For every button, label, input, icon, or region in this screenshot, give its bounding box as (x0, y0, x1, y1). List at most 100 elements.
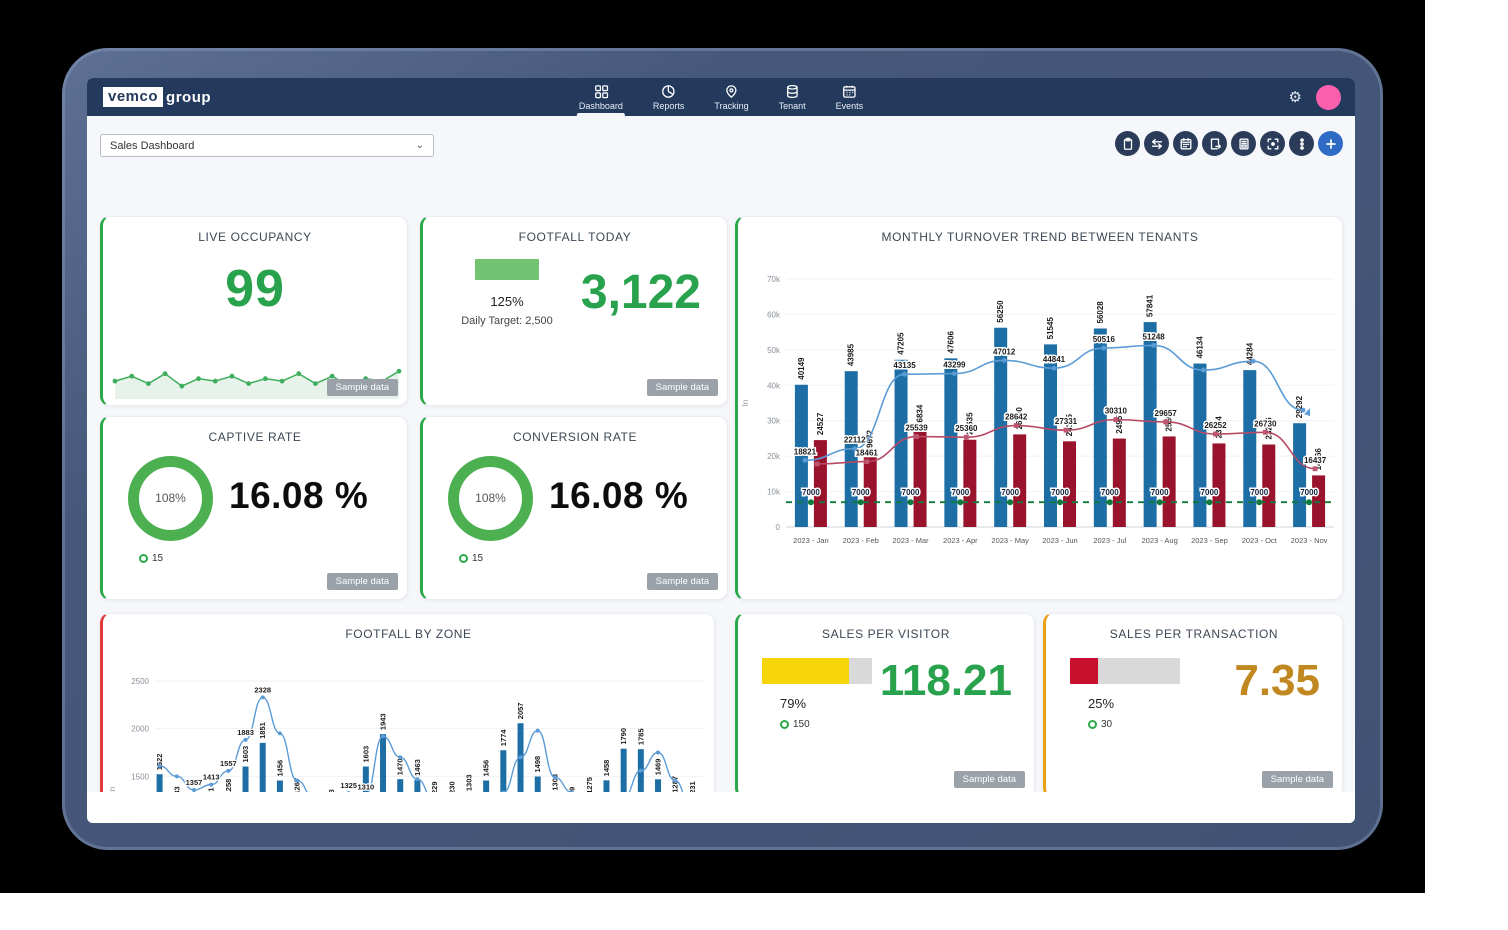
nav-item-dashboard[interactable]: Dashboard (571, 78, 631, 116)
svg-text:2023 - Feb: 2023 - Feb (843, 536, 879, 545)
svg-text:50k: 50k (767, 346, 781, 355)
transaction-progress-bar (1070, 658, 1180, 684)
svg-text:1310: 1310 (358, 782, 375, 791)
svg-text:1790: 1790 (619, 728, 628, 745)
visitor-progress-bar (762, 658, 872, 684)
sample-data-badge: Sample data (953, 771, 1025, 788)
svg-text:7000: 7000 (1300, 488, 1318, 497)
device-frame: vemco group Dashboard Reports Tracking (62, 48, 1383, 850)
svg-text:50516: 50516 (1093, 335, 1116, 344)
sample-data-badge: Sample data (646, 573, 718, 590)
footfall-progress-pct: 125% (490, 294, 524, 309)
footfall-daily-target: Daily Target: 2,500 (461, 315, 553, 327)
svg-text:24957: 24957 (1115, 411, 1124, 434)
legend-circle-icon (1088, 720, 1097, 729)
svg-text:29657: 29657 (1155, 409, 1178, 418)
svg-text:1267: 1267 (293, 778, 302, 792)
svg-text:47205: 47205 (897, 332, 906, 355)
svg-text:2023 - Jan: 2023 - Jan (793, 536, 828, 545)
svg-text:1258: 1258 (224, 779, 233, 792)
svg-text:1500: 1500 (131, 772, 149, 781)
more-kebab-icon[interactable] (1289, 131, 1314, 156)
svg-text:1179: 1179 (568, 787, 577, 792)
captive-rate-value: 16.08 % (229, 475, 369, 516)
svg-text:27331: 27331 (1055, 417, 1078, 426)
sample-data-badge: Sample data (1261, 771, 1333, 788)
export-icon[interactable] (1202, 131, 1227, 156)
visitor-legend: 150 (780, 719, 880, 730)
svg-text:25360: 25360 (955, 424, 978, 433)
svg-text:1325: 1325 (340, 781, 357, 790)
svg-text:2023 - Jun: 2023 - Jun (1042, 536, 1077, 545)
footfall-today-value: 3,122 (580, 266, 701, 319)
svg-text:60k: 60k (767, 310, 781, 319)
svg-text:1469: 1469 (654, 759, 663, 776)
nav-item-events[interactable]: Events (828, 78, 872, 116)
svg-text:2023 - Apr: 2023 - Apr (943, 536, 978, 545)
svg-text:In: In (741, 400, 750, 407)
user-avatar[interactable] (1316, 84, 1341, 110)
nav-label: Reports (652, 100, 685, 111)
svg-text:44284: 44284 (1245, 342, 1254, 365)
svg-text:56250: 56250 (996, 300, 1005, 323)
calendar-icon[interactable] (1173, 131, 1198, 156)
svg-text:43299: 43299 (943, 361, 966, 370)
brand-logo: vemco group (103, 87, 211, 107)
svg-text:30310: 30310 (1105, 407, 1128, 416)
svg-text:24635: 24635 (965, 412, 974, 435)
transaction-progress-pct: 25% (1088, 696, 1115, 711)
navbar: vemco group Dashboard Reports Tracking (87, 78, 1355, 116)
transfer-icon[interactable] (1144, 131, 1169, 156)
dashboard-select-value: Sales Dashboard (110, 139, 195, 152)
svg-text:1171: 1171 (207, 787, 216, 792)
svg-text:7000: 7000 (951, 488, 969, 497)
nav-item-reports[interactable]: Reports (645, 78, 693, 116)
conversion-rate-value: 16.08 % (549, 475, 689, 516)
sales-per-transaction-value: 7.35 (1234, 656, 1320, 705)
svg-text:7000: 7000 (1101, 488, 1119, 497)
svg-text:1943: 1943 (379, 713, 388, 730)
footfall-progress: 125% Daily Target: 2,500 (447, 259, 567, 327)
svg-text:1303: 1303 (464, 774, 473, 791)
legend-value: 15 (152, 553, 164, 564)
svg-text:46134: 46134 (1195, 336, 1204, 359)
card-title: CAPTIVE RATE (208, 430, 302, 444)
svg-text:2023 - Oct: 2023 - Oct (1242, 536, 1278, 545)
conversion-donut-pct: 108% (475, 491, 506, 505)
svg-text:25559: 25559 (1165, 409, 1174, 432)
pie-icon (662, 84, 675, 98)
clipboard-icon[interactable] (1115, 131, 1140, 156)
settings-gear-icon[interactable]: ⚙ (1288, 88, 1302, 106)
card-sales-per-visitor: SALES PER VISITOR 79% 150 118.21 Sample … (735, 613, 1035, 792)
add-icon[interactable] (1318, 131, 1343, 156)
svg-text:40k: 40k (767, 381, 781, 390)
svg-text:2000: 2000 (131, 725, 149, 734)
svg-text:1463: 1463 (413, 759, 422, 776)
svg-text:26252: 26252 (1204, 421, 1227, 430)
nav-label: Events (835, 100, 864, 111)
svg-text:24527: 24527 (816, 412, 825, 435)
nav-item-tracking[interactable]: Tracking (706, 78, 756, 116)
svg-text:47606: 47606 (946, 331, 955, 354)
sample-data-badge: Sample data (646, 379, 718, 396)
visitor-progress: 79% 150 (762, 658, 880, 730)
footfall-progress-bar (475, 259, 539, 280)
svg-text:7000: 7000 (1151, 488, 1169, 497)
svg-text:1275: 1275 (585, 777, 594, 792)
svg-text:26834: 26834 (916, 404, 925, 427)
nav-item-tenant[interactable]: Tenant (771, 78, 814, 116)
svg-text:51248: 51248 (1143, 332, 1166, 341)
svg-text:2057: 2057 (516, 703, 525, 720)
report-icon[interactable] (1231, 131, 1256, 156)
svg-text:1603: 1603 (241, 746, 250, 763)
transaction-legend: 30 (1088, 719, 1188, 730)
svg-text:19672: 19672 (866, 430, 875, 453)
svg-text:1470: 1470 (396, 759, 405, 776)
dashboard-select[interactable]: Sales Dashboard ⌄ (100, 134, 434, 157)
svg-text:0: 0 (776, 523, 781, 532)
fullscreen-icon[interactable] (1260, 131, 1285, 156)
captive-donut: 108% (123, 451, 218, 546)
pin-icon (726, 84, 737, 98)
conversion-donut: 108% (443, 451, 538, 546)
svg-text:25539: 25539 (905, 424, 928, 433)
